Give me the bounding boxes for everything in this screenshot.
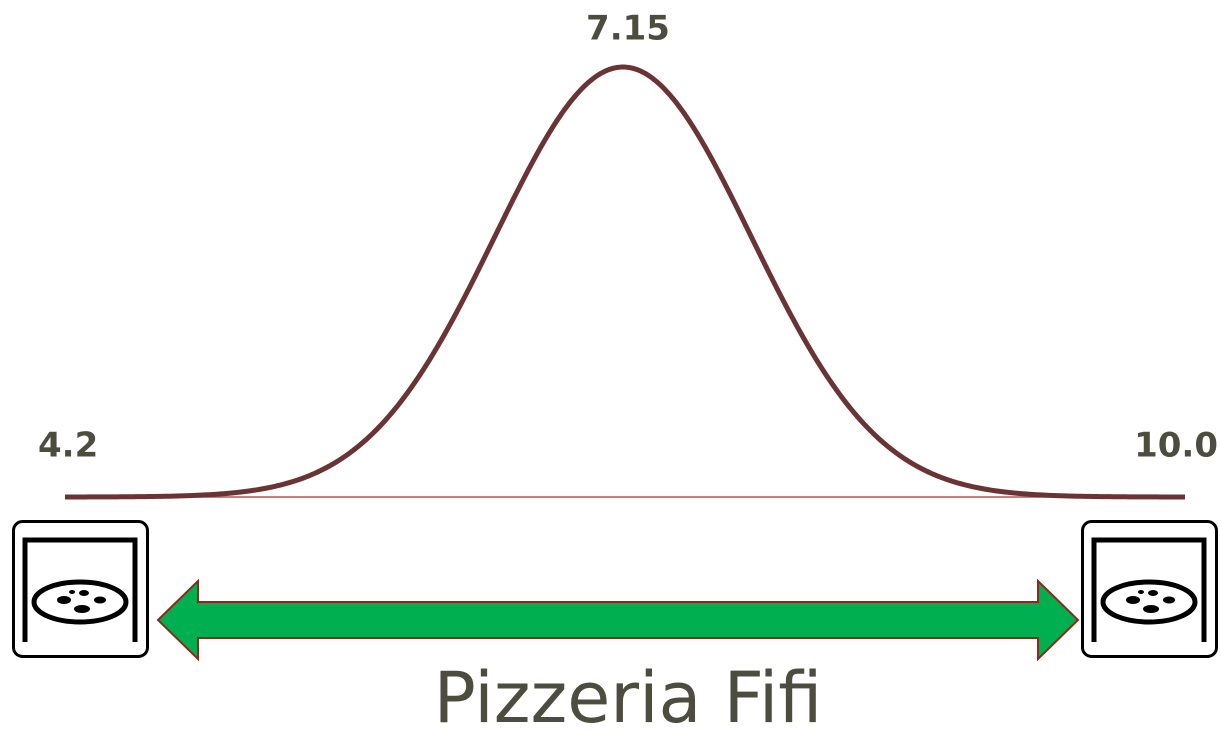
bell-curve bbox=[64, 64, 1185, 500]
double-arrow bbox=[156, 578, 1080, 662]
min-label: 4.2 bbox=[38, 426, 98, 466]
oven-icon-left bbox=[12, 520, 149, 658]
title: Pizzeria Fifi bbox=[434, 657, 823, 735]
peak-label: 7.15 bbox=[586, 9, 670, 49]
oven-icon-right bbox=[1081, 520, 1218, 658]
max-label: 10.0 bbox=[1134, 426, 1218, 466]
